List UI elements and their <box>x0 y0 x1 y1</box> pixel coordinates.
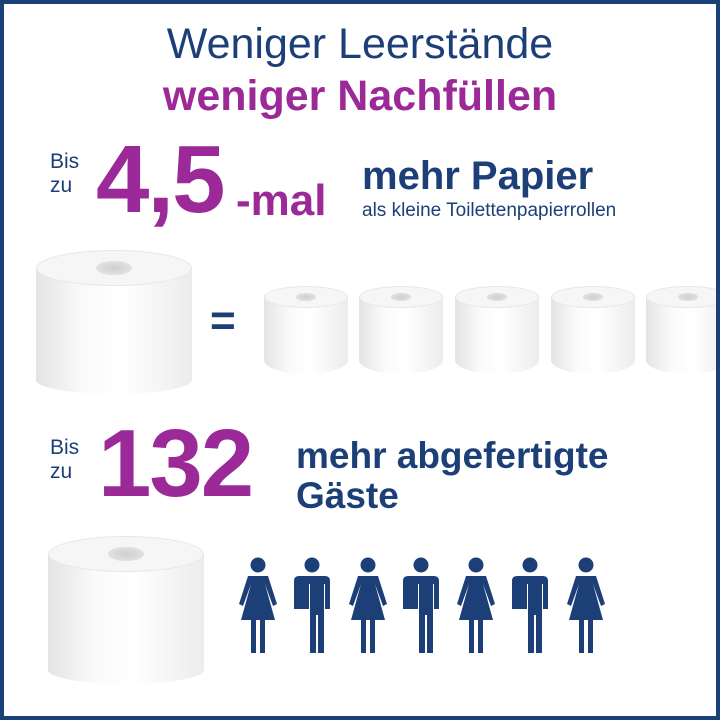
stat1-title: mehr Papier <box>362 154 594 198</box>
stat2-number: 132 <box>98 410 254 517</box>
prefix-bis: Bis <box>50 150 80 173</box>
stat1-suffix: -mal <box>236 176 327 225</box>
stat2-prefix: Bis zu <box>50 436 79 484</box>
man-icon <box>512 557 548 653</box>
large-roll-icon <box>48 536 204 684</box>
equals-sign: = <box>210 296 236 345</box>
stat1-subtitle: als kleine Toilettenpapierrollen <box>362 200 617 221</box>
headline-line2: weniger Nachfüllen <box>162 72 558 120</box>
stat1-number: 4,5 <box>96 126 225 233</box>
woman-icon <box>457 557 495 653</box>
man-icon <box>403 557 439 653</box>
man-icon <box>294 557 330 653</box>
woman-icon <box>349 557 387 653</box>
woman-icon <box>239 557 277 653</box>
small-roll-icon <box>455 286 539 374</box>
stat2-title: mehr abgefertigte Gäste <box>296 436 609 516</box>
small-roll-icon <box>551 286 635 374</box>
large-roll-icon <box>36 250 192 394</box>
prefix-zu: zu <box>50 460 73 483</box>
prefix-bis: Bis <box>50 436 80 459</box>
small-roll-icon <box>359 286 443 374</box>
stat1-prefix: Bis zu <box>50 150 79 198</box>
woman-icon <box>567 557 605 653</box>
small-roll-icon <box>646 286 716 374</box>
prefix-zu: zu <box>50 174 73 197</box>
stat2-title-line1: mehr abgefertigte <box>296 435 609 476</box>
stat2-title-line2: Gäste <box>296 475 399 516</box>
headline-line1: Weniger Leerstände <box>166 20 554 68</box>
small-roll-icon <box>264 286 348 374</box>
